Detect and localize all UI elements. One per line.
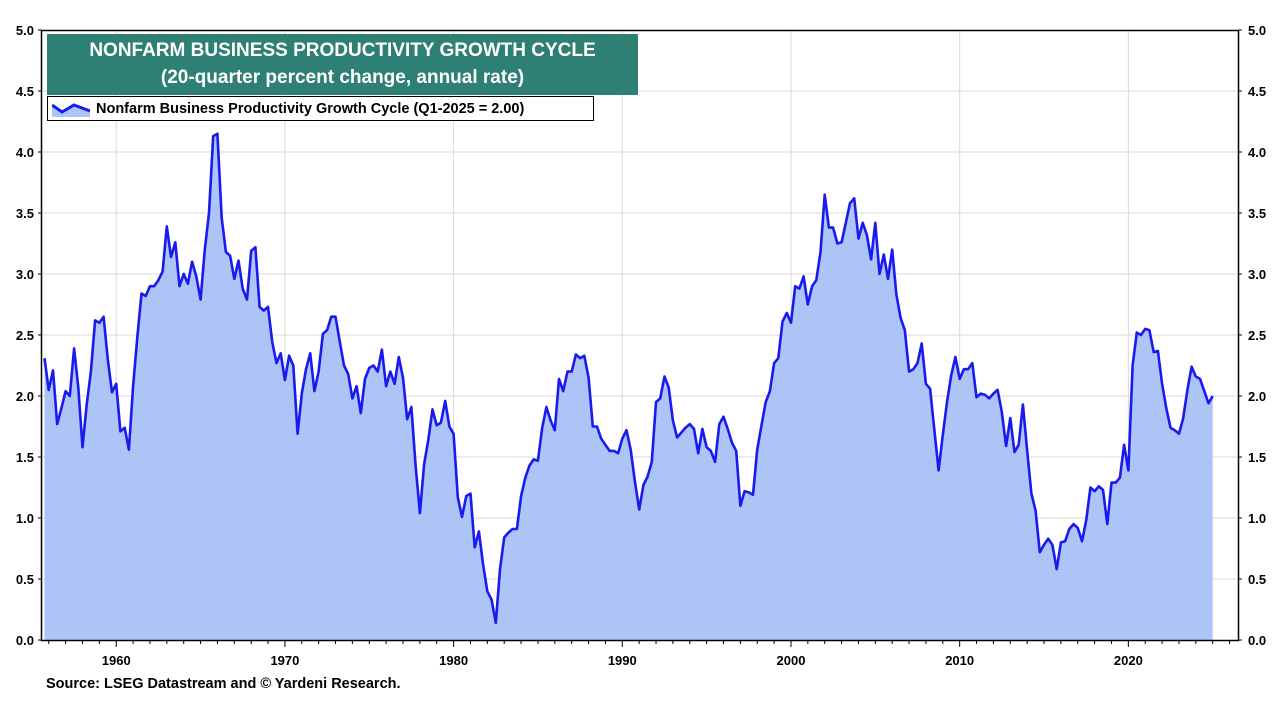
y-tick-label-right: 3.5 (1248, 206, 1266, 221)
x-tick-label: 1960 (102, 653, 131, 668)
y-tick-label-left: 5.0 (16, 23, 34, 38)
x-tick-label: 1990 (608, 653, 637, 668)
y-tick-label-left: 1.5 (16, 450, 34, 465)
y-tick-label-right: 0.5 (1248, 572, 1266, 587)
x-tick-label: 2000 (777, 653, 806, 668)
chart-subtitle: (20-quarter percent change, annual rate) (160, 67, 525, 88)
y-tick-label-left: 4.0 (16, 145, 34, 160)
y-tick-label-right: 2.0 (1248, 389, 1266, 404)
series-area-fill (44, 133, 1213, 640)
y-tick-label-right: 1.0 (1248, 511, 1266, 526)
y-tick-label-right: 1.5 (1248, 450, 1266, 465)
y-axis-left: 0.0 0.5 1.0 1.5 2.0 2.5 3.0 3.5 4.0 4.5 5.0 (16, 23, 42, 648)
series-line (43, 132, 1214, 625)
y-tick-label-left: 0.0 (16, 633, 34, 648)
y-tick-label-right: 2.5 (1248, 328, 1266, 343)
y-tick-label-left: 2.5 (16, 328, 34, 343)
y-tick-label-right: 5.0 (1248, 23, 1266, 38)
y-tick-label-right: 0.0 (1248, 633, 1266, 648)
legend: Nonfarm Business Productivity Growth Cyc… (47, 96, 594, 121)
y-tick-label-right: 4.5 (1248, 84, 1266, 99)
legend-label: Nonfarm Business Productivity Growth Cyc… (96, 100, 525, 117)
y-tick-label-left: 1.0 (16, 511, 34, 526)
y-tick-label-left: 3.0 (16, 267, 34, 282)
x-tick-label: 1970 (270, 653, 299, 668)
source-note: Source: LSEG Datastream and © Yardeni Re… (46, 676, 401, 692)
x-tick-label: 2010 (945, 653, 974, 668)
y-tick-label-left: 4.5 (16, 84, 34, 99)
series-area (43, 132, 1214, 640)
y-tick-label-left: 3.5 (16, 206, 34, 221)
y-tick-label-right: 3.0 (1248, 267, 1266, 282)
legend-swatch (51, 101, 91, 117)
x-axis: 1960 1970 1980 1990 2000 2010 2020 (48, 640, 1231, 668)
y-tick-label-left: 0.5 (16, 572, 34, 587)
chart-title-box: NONFARM BUSINESS PRODUCTIVITY GROWTH CYC… (47, 34, 638, 95)
x-tick-label: 2020 (1114, 653, 1143, 668)
y-axis-right: 0.0 0.5 1.0 1.5 2.0 2.5 3.0 3.5 4.0 4.5 5.0 (1238, 23, 1266, 648)
y-tick-label-right: 4.0 (1248, 145, 1266, 160)
chart-title: NONFARM BUSINESS PRODUCTIVITY GROWTH CYC… (89, 40, 596, 61)
plot-frame (40, 29, 1240, 642)
x-tick-label: 1980 (439, 653, 468, 668)
y-tick-label-left: 2.0 (16, 389, 34, 404)
